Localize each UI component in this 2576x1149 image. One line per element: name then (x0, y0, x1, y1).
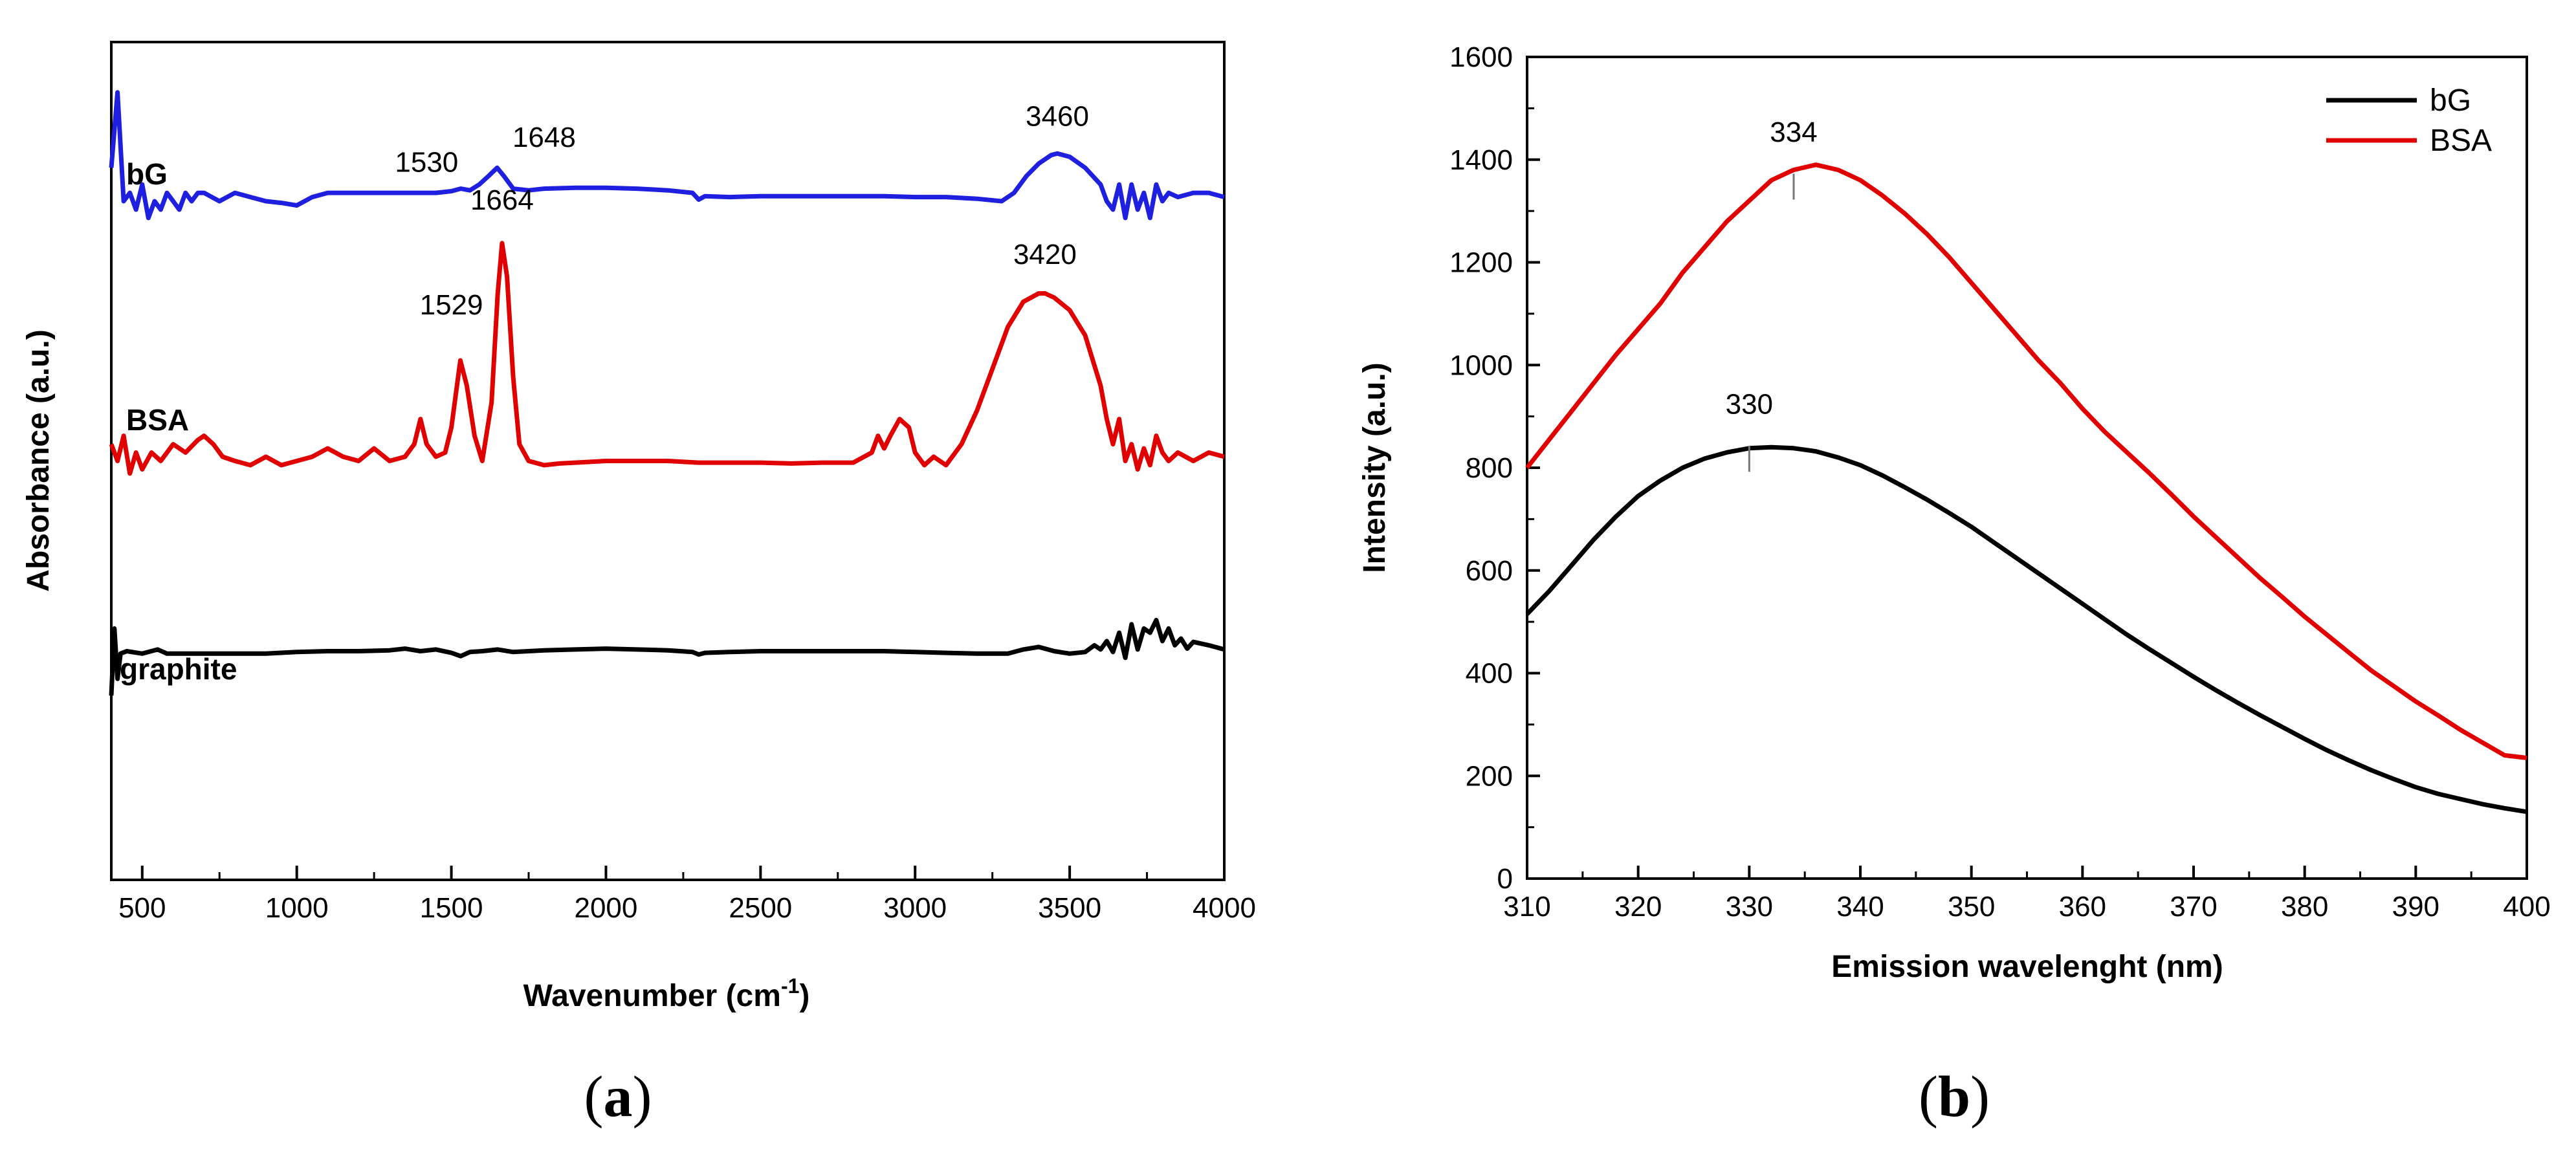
panel-b-y-tick-label: 0 (1497, 863, 1513, 895)
panel-b-legend-label-BSA: BSA (2430, 124, 2492, 158)
panel-b-y-ticks: 0 200 400 600 800 1000 1200 1400 1600 (1449, 41, 1540, 895)
panel-a-x-tick-label: 2500 (729, 892, 792, 924)
panel-b-peak-annotations: 334 330 (1726, 116, 1818, 472)
panel-b-fluorescence-chart: 310 320 330 340 350 360 370 380 390 400 0 200 400 60… (1358, 41, 2551, 1129)
panel-b-x-tick-label: 400 (2503, 891, 2550, 923)
panel-a-series-group (109, 90, 1225, 696)
panel-b-peak-label: 330 (1726, 389, 1773, 421)
panel-b-y-axis-title: Intensity (a.u.) (1358, 362, 1392, 573)
panel-a-peak-annotations: 1530 1648 3460 1529 1664 3420 (395, 101, 1089, 321)
panel-a-series-line-bG (109, 90, 1225, 221)
panel-b-y-tick-label: 1600 (1449, 41, 1513, 73)
panel-a-x-tick-label: 500 (118, 892, 166, 924)
panel-a-ftir-chart: 500 1000 1500 2000 2500 3000 3500 4000 bG BSA gra… (21, 41, 1256, 1129)
panel-a-plot-frame (110, 41, 1226, 881)
panel-a-peak-label: 3460 (1026, 101, 1089, 133)
panel-a-series-label-BSA: BSA (126, 403, 189, 437)
panel-b-y-tick-label: 800 (1466, 452, 1513, 484)
panel-b-y-tick-label: 1200 (1449, 247, 1513, 279)
panel-a-x-tick-label: 4000 (1193, 892, 1256, 924)
panel-a-x-tick-label: 1000 (265, 892, 329, 924)
panel-b-x-axis-title: Emission wavelenght (nm) (1831, 950, 2223, 984)
panel-a-series-labels: bG BSA graphite (120, 157, 237, 686)
panel-a-y-axis-title: Absorbance (a.u.) (21, 329, 56, 591)
panel-a-peak-label: 1648 (512, 122, 576, 153)
panel-b-x-tick-label: 380 (2281, 891, 2328, 923)
panel-a-x-tick-label: 3000 (883, 892, 947, 924)
panel-b-y-tick-label: 200 (1466, 760, 1513, 792)
panel-a-x-tick-label: 3500 (1038, 892, 1101, 924)
panel-b-x-tick-label: 350 (1948, 891, 1995, 923)
panel-b-series-line-BSA (1525, 162, 2527, 760)
panel-b-x-tick-label: 310 (1503, 891, 1550, 923)
panel-b-y-tick-label: 600 (1466, 555, 1513, 587)
panel-b-y-tick-label: 1000 (1449, 349, 1513, 381)
panel-a-series-label-bG: bG (126, 157, 168, 191)
panel-b-y-tick-label: 400 (1466, 658, 1513, 690)
panel-a-peak-label: 1530 (395, 147, 458, 179)
panel-b-legend: bG BSA (2326, 83, 2492, 158)
panel-b-x-tick-label: 390 (2392, 891, 2439, 923)
panel-a-peak-label: 1664 (470, 184, 534, 216)
panel-b-x-tick-label: 330 (1726, 891, 1773, 923)
panel-b-x-tick-label: 370 (2170, 891, 2217, 923)
panel-a-series-line-BSA (109, 241, 1225, 476)
panel-a-series-line-graphite (109, 618, 1225, 696)
panel-b-series-group (1525, 162, 2527, 815)
panel-b-peak-label: 334 (1770, 116, 1817, 148)
panel-b-x-tick-label: 340 (1836, 891, 1884, 923)
panel-a-x-tick-label: 1500 (420, 892, 483, 924)
panel-a-peak-label: 1529 (420, 289, 483, 321)
panel-b-x-tick-label: 360 (2059, 891, 2106, 923)
panel-b-plot-frame (1526, 56, 2528, 880)
panel-b-y-tick-label: 1400 (1449, 144, 1513, 176)
panel-a-x-axis-title: Wavenumber (cm-1) (523, 974, 810, 1013)
panel-b-caption: (b) (1919, 1065, 1990, 1129)
panel-a-peak-label: 3420 (1013, 239, 1077, 270)
panel-a-x-tick-label: 2000 (574, 892, 637, 924)
panel-a-series-label-graphite: graphite (120, 652, 237, 686)
panel-a-caption: (a) (584, 1065, 652, 1129)
panel-b-x-ticks: 310 320 330 340 350 360 370 380 390 400 (1503, 866, 2551, 923)
panel-b-legend-label-bG: bG (2430, 83, 2471, 118)
panel-b-x-tick-label: 320 (1614, 891, 1662, 923)
panel-b-series-line-bG (1525, 444, 2527, 815)
panel-a-x-ticks: 500 1000 1500 2000 2500 3000 3500 4000 (118, 866, 1256, 924)
